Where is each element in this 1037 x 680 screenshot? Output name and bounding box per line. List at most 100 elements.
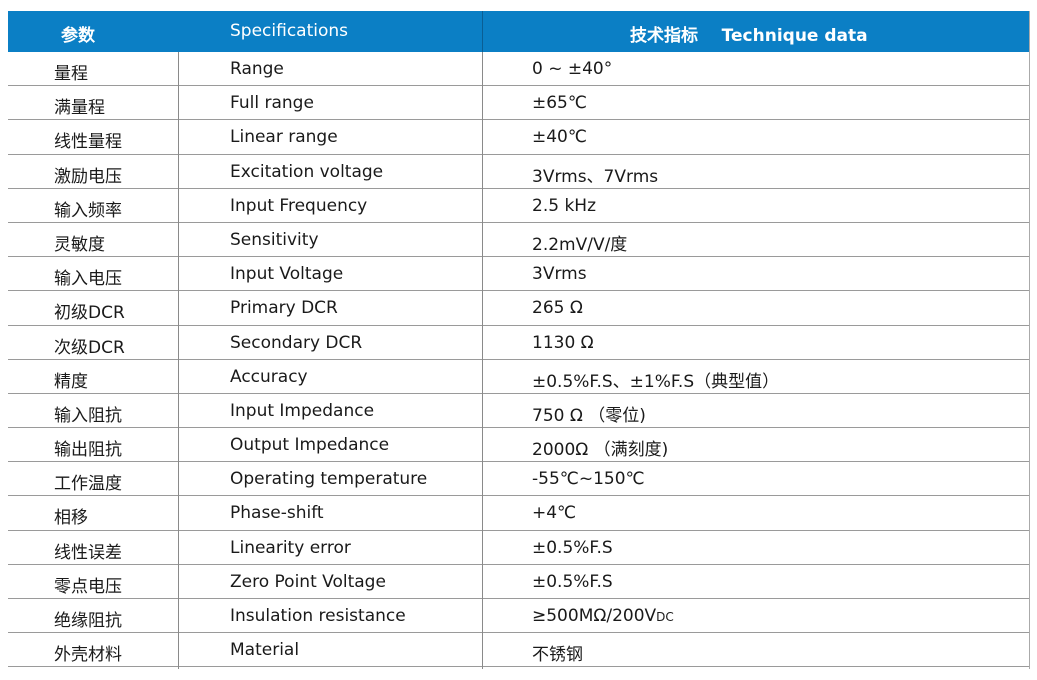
table-row: 输入频率 Input Frequency 2.5 kHz [8,189,1030,223]
spec-cell-text: Full range [230,93,314,114]
param-cell: 输入频率 [54,196,122,221]
param-cell: 线性误差 [54,538,122,563]
param-cell-text: 次级DCR [54,337,125,358]
header-specifications: Specifications [230,21,349,41]
header-divider [482,11,483,52]
header-technique: 技术指标 Technique data [630,26,868,46]
table-row: 线性误差 Linearity error ±0.5%F.S [8,531,1030,565]
param-cell: 绝缘阻抗 [54,606,122,631]
spec-cell-text: Input Impedance [230,400,375,421]
value-cell-text: 2.2mV/V/度 [532,234,628,255]
table-body: 量程 Range 0 ~ ±40° 满量程 Full range ±65℃ 线性量程 Line… [8,52,1030,668]
table-row: 相移 Phase-shift +4℃ [8,496,1030,531]
value-cell-text: 3Vrms [532,264,587,285]
value-cell-text: +4℃ [532,503,577,524]
value-cell-text: ±40℃ [532,127,587,148]
param-cell: 灵敏度 [54,230,105,255]
spec-cell-text: Insulation resistance [230,606,406,626]
table-row: 激励电压 Excitation voltage 3Vrms、7Vrms [8,155,1030,189]
spec-cell: Primary DCR [230,298,338,318]
value-cell: ±0.5%F.S [532,538,613,558]
value-cell: 2.5 kHz [532,196,596,216]
spec-cell-text: Zero Point Voltage [230,571,386,592]
spec-cell-text: Accuracy [230,366,308,387]
param-cell-text: 满量程 [54,98,105,119]
spec-cell-text: Linear range [230,127,338,148]
param-cell: 量程 [54,59,88,84]
spec-cell: Linearity error [230,538,351,558]
spec-cell: Input Impedance [230,401,374,421]
value-cell-text: 265 Ω [532,298,583,319]
param-cell: 线性量程 [54,127,122,152]
spec-cell: Input Frequency [230,196,367,216]
value-cell: 0 ~ ±40° [532,59,612,79]
spec-cell: Input Voltage [230,264,343,284]
value-cell: 3Vrms、7Vrms [532,162,658,187]
table-row: 外壳材料 Material 不锈钢 [8,633,1030,668]
column-divider [482,52,483,669]
spec-cell: Accuracy [230,367,308,387]
spec-cell-text: Input Frequency [230,195,368,216]
spec-cell-text: Secondary DCR [230,332,363,353]
spec-cell: Phase-shift [230,503,324,523]
value-cell-text: ±0.5%F.S [532,537,613,558]
value-cell: 2.2mV/V/度 [532,230,627,255]
spec-cell: Range [230,59,284,79]
spec-cell: Linear range [230,127,338,147]
spec-cell-text: Phase-shift [230,503,324,524]
table-row: 精度 Accuracy ±0.5%F.S、±1%F.S（典型值） [8,360,1030,394]
table-row: 次级DCR Secondary DCR 1130 Ω [8,326,1030,360]
value-cell-text: ±65℃ [532,93,587,114]
param-cell-text: 线性误差 [54,542,122,563]
spec-cell-text: Output Impedance [230,435,390,456]
spec-cell-text: Primary DCR [230,298,338,319]
param-cell-text: 量程 [54,64,88,84]
param-cell: 相移 [54,503,88,528]
table-row: 绝缘阻抗 Insulation resistance ≥500MΩ/200VDC [8,599,1030,634]
param-cell: 外壳材料 [54,640,122,665]
table-row: 线性量程 Linear range ±40℃ [8,120,1030,155]
param-cell: 工作温度 [54,469,122,494]
spec-cell-text: Range [230,59,284,79]
value-cell: 3Vrms [532,264,587,284]
param-cell: 满量程 [54,93,105,118]
spec-cell: Operating temperature [230,469,427,489]
param-cell: 初级DCR [54,298,125,323]
table-row: 量程 Range 0 ~ ±40° [8,52,1030,87]
table-row: 初级DCR Primary DCR 265 Ω [8,291,1030,326]
param-cell-text: 外壳材料 [54,645,122,666]
value-cell: 265 Ω [532,298,583,318]
param-cell-text: 初级DCR [54,303,125,324]
table-row: 输入电压 Input Voltage 3Vrms [8,257,1030,292]
param-cell: 次级DCR [54,333,125,358]
param-cell-text: 灵敏度 [54,234,105,255]
param-cell-text: 输入频率 [54,200,122,221]
value-cell-text: ±0.5%F.S [532,571,613,592]
column-divider [178,52,179,669]
spec-cell: Zero Point Voltage [230,572,386,592]
value-cell-text: 3Vrms、7Vrms [532,166,659,187]
param-cell: 输入电压 [54,264,122,289]
table-row: 输入阻抗 Input Impedance 750 Ω （零位) [8,394,1030,429]
spec-cell-text: Input Voltage [230,264,344,285]
value-cell: 2000Ω （满刻度) [532,435,668,460]
spec-cell-text: Material [230,640,300,661]
value-cell-text: 2.5 kHz [532,195,596,216]
param-cell-text: 输入电压 [54,269,122,290]
param-cell: 激励电压 [54,162,122,187]
table-header: 参数 Specifications 技术指标 Technique data [8,11,1030,52]
param-cell-text: 输入阻抗 [54,405,122,426]
param-cell: 输入阻抗 [54,401,122,426]
spec-cell: Secondary DCR [230,333,362,353]
param-cell-text: 线性量程 [54,132,122,153]
value-cell-text: 2000Ω （满刻度) [532,440,669,461]
value-cell-text: -55℃~150℃ [532,469,645,490]
param-cell-text: 激励电压 [54,166,122,187]
value-cell: 1130 Ω [532,333,594,353]
value-cell-text: 1130 Ω [532,332,594,353]
param-cell-text: 零点电压 [54,576,122,597]
value-cell-text: ≥500MΩ/200V [532,606,657,626]
value-subscript: DC [656,610,674,624]
param-cell: 零点电压 [54,572,122,597]
param-cell-text: 绝缘阻抗 [54,611,122,631]
